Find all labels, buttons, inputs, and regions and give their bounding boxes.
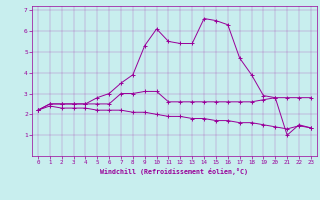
X-axis label: Windchill (Refroidissement éolien,°C): Windchill (Refroidissement éolien,°C) — [100, 168, 248, 175]
